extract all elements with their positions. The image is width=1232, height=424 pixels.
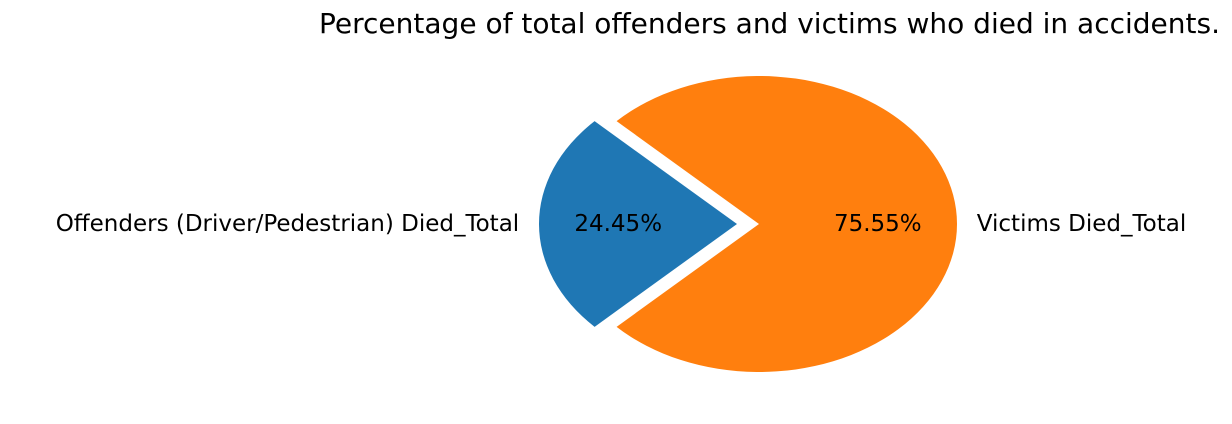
pie-slice-victims <box>616 76 958 373</box>
pie-slice-offenders <box>538 121 737 327</box>
pct-label-victims: 75.55% <box>834 211 922 237</box>
slice-label-victims: Victims Died_Total <box>977 211 1186 237</box>
pie-slices <box>538 76 958 373</box>
pie-labels: 24.45% Offenders (Driver/Pedestrian) Died… <box>56 211 1187 237</box>
chart-title: Percentage of total offenders and victim… <box>319 7 1220 40</box>
pct-label-offenders: 24.45% <box>574 211 662 237</box>
slice-label-offenders: Offenders (Driver/Pedestrian) Died_Total <box>56 211 520 237</box>
